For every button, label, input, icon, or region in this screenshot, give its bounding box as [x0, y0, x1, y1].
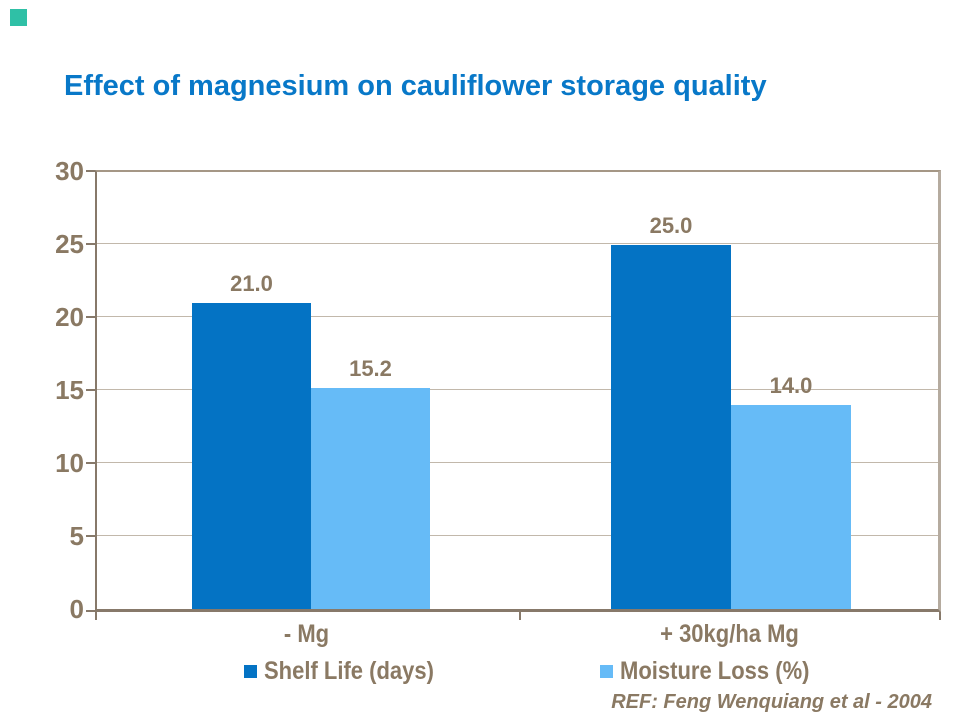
- x-axis-label-minus-mg: - Mg: [283, 620, 330, 648]
- y-axis-tick-label: 25: [55, 229, 84, 259]
- y-axis-tick-mark: [86, 243, 95, 245]
- y-axis-tick-label: 20: [55, 302, 84, 332]
- y-axis-tick-mark: [86, 316, 95, 318]
- gridline: [97, 389, 938, 390]
- gridline: [97, 243, 938, 244]
- y-axis-tick-mark: [86, 535, 95, 537]
- bar-value-label: 25.0: [649, 213, 693, 238]
- y-axis-tick-mark: [86, 389, 95, 391]
- x-axis-labels: - Mg + 30kg/ha Mg: [95, 620, 941, 649]
- y-axis-tick-label: 15: [55, 375, 84, 405]
- bar-shelf-life-minus-mg: 21.0: [192, 271, 311, 609]
- bar-moisture-loss-plus-mg: 14.0: [731, 373, 851, 609]
- x-axis-tick-mark: [939, 612, 941, 620]
- legend-label-shelf-life: Shelf Life (days): [264, 656, 434, 685]
- y-axis-tick-label: 30: [55, 156, 84, 186]
- bar-moisture-loss-minus-mg: 15.2: [311, 356, 430, 609]
- legend-swatch-shelf-life: [244, 664, 257, 678]
- gridline: [97, 535, 938, 536]
- legend-label-moisture-loss: Moisture Loss (%): [620, 656, 810, 685]
- reference-text: REF: Feng Wenquiang et al - 2004: [611, 691, 932, 713]
- corner-accent-square: [10, 9, 27, 26]
- gridline: [97, 462, 938, 463]
- legend-item-shelf-life: Shelf Life (days): [244, 656, 457, 685]
- y-axis-tick-mark: [86, 610, 95, 612]
- x-axis-label-plus-mg: + 30kg/ha Mg: [660, 620, 799, 648]
- y-axis-tick-mark: [86, 462, 95, 464]
- bar-shelf-life-plus-mg: 25.0: [611, 213, 731, 609]
- legend-swatch-moisture-loss: [600, 664, 613, 678]
- bar-value-label: 14.0: [769, 373, 813, 398]
- y-axis-tick-label: 0: [69, 594, 84, 624]
- bar-value-label: 21.0: [230, 271, 273, 296]
- gridline: [97, 316, 938, 317]
- y-axis-tick-mark: [86, 170, 95, 172]
- y-axis-tick-label: 5: [69, 521, 84, 551]
- x-axis-tick-mark: [519, 612, 521, 620]
- x-axis-tick-mark: [95, 612, 97, 620]
- chart-title: Effect of magnesium on cauliflower stora…: [64, 70, 767, 102]
- bar-value-label: 15.2: [349, 356, 392, 381]
- y-axis-tick-label: 10: [55, 448, 84, 478]
- legend-item-moisture-loss: Moisture Loss (%): [600, 656, 835, 685]
- plot-area: 21.0 15.2 25.0 14.0: [95, 170, 941, 612]
